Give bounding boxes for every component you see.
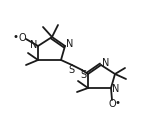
Text: S: S bbox=[68, 65, 74, 75]
Text: N: N bbox=[66, 39, 74, 49]
Text: •: • bbox=[13, 32, 19, 42]
Text: N: N bbox=[102, 58, 110, 68]
Text: S: S bbox=[80, 70, 86, 80]
Text: O: O bbox=[108, 99, 116, 109]
Text: O: O bbox=[18, 33, 26, 43]
Text: N: N bbox=[30, 40, 38, 50]
Text: N: N bbox=[112, 84, 120, 94]
Text: •: • bbox=[115, 98, 121, 108]
